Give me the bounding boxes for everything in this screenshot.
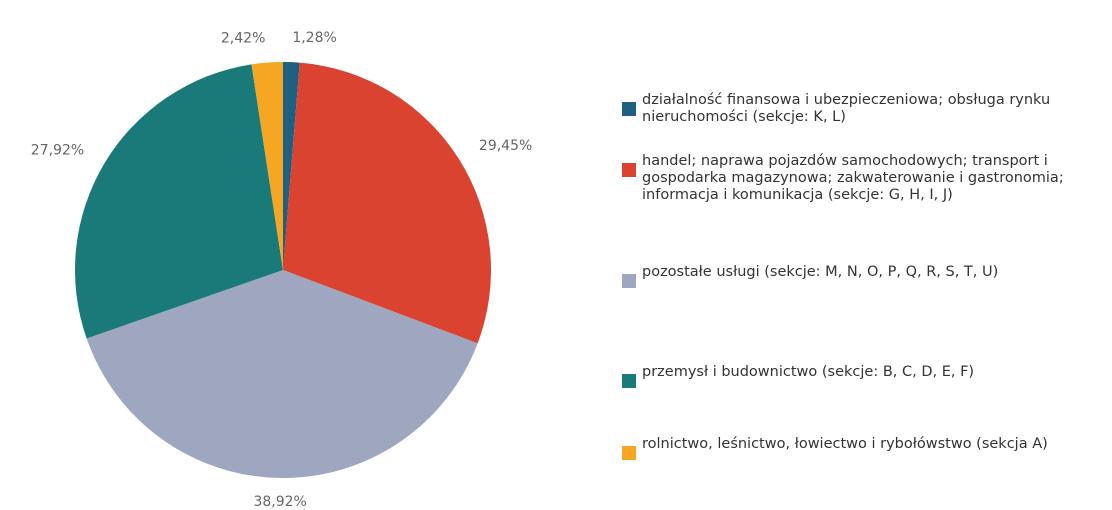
legend-label: pozostałe usługi (sekcje: M, N, O, P, Q,… [642,264,999,280]
legend-item: rolnictwo, leśnictwo, łowiectwo i rybołó… [622,436,1102,460]
legend-label: rolnictwo, leśnictwo, łowiectwo i rybołó… [642,436,1048,452]
value-label: 29,45% [479,138,532,154]
pie-slice [74,64,284,339]
value-label: 2,42% [221,31,265,47]
pie-slice [283,62,492,344]
legend-swatch [622,102,636,116]
legend-label: działalność finansowa i ubezpieczeniowa;… [642,92,1051,125]
value-label: 27,92% [31,142,84,158]
pie-slice [283,62,300,270]
legend-swatch [622,374,636,388]
legend-label: przemysł i budownictwo (sekcje: B, C, D,… [642,364,975,380]
legend-item: pozostałe usługi (sekcje: M, N, O, P, Q,… [622,264,1102,288]
pie-slice [251,62,283,270]
pie-slice [86,270,478,479]
value-label: 38,92% [253,494,306,510]
legend-item: handel; naprawa pojazdów samochodowych; … [622,153,1102,204]
legend-label: handel; naprawa pojazdów samochodowych; … [642,153,1064,203]
value-label: 1,28% [292,30,336,46]
legend-item: działalność finansowa i ubezpieczeniowa;… [622,92,1102,126]
legend-swatch [622,446,636,460]
legend-swatch [622,274,636,288]
legend-swatch [622,163,636,177]
legend-item: przemysł i budownictwo (sekcje: B, C, D,… [622,364,1102,388]
